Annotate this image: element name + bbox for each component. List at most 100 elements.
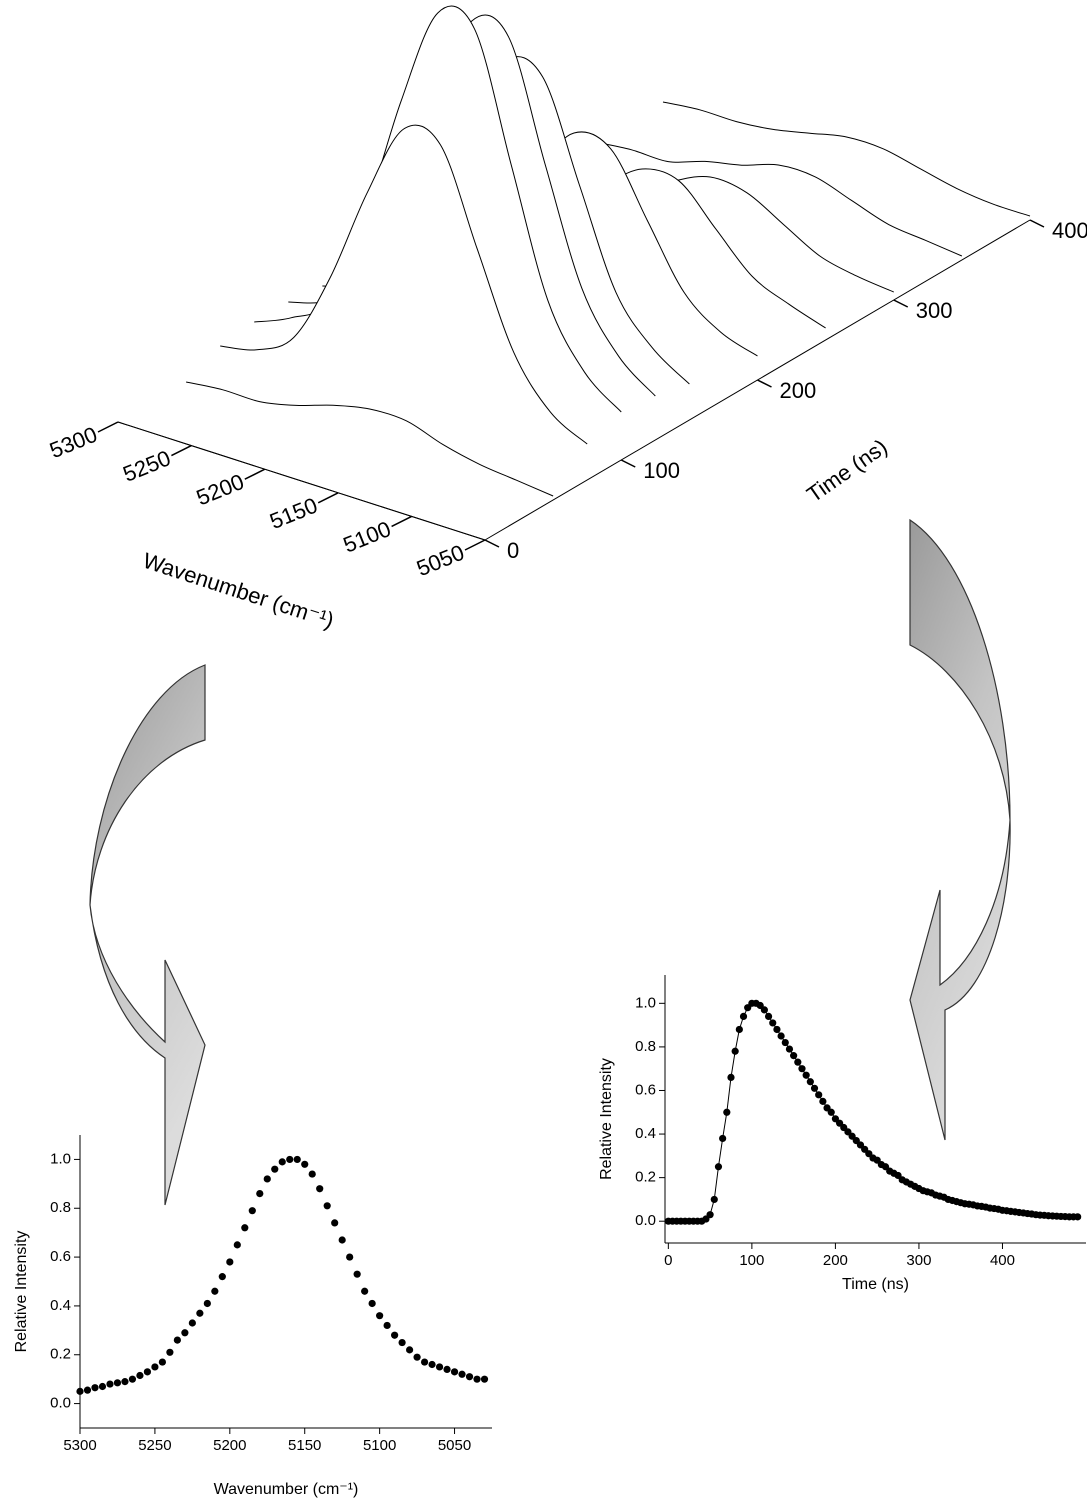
point: [480, 1375, 489, 1383]
scatter-plot: 0 100 200 300 400 0.0 0.2 0.4 0.6 0.8 1.0 Time (ns)…: [598, 975, 1086, 1293]
point: [443, 1365, 451, 1373]
y-tick-label: 1.0: [635, 994, 656, 1011]
point: [794, 1058, 802, 1066]
point: [727, 1073, 735, 1082]
point: [248, 1207, 256, 1215]
x-axis: [117, 421, 486, 541]
y-tick: [620, 459, 636, 468]
point: [308, 1170, 316, 1178]
x-tick-label: 0: [664, 1252, 672, 1269]
point: [391, 1331, 399, 1339]
point: [188, 1319, 196, 1327]
x-tick-label: 5300: [63, 1437, 96, 1454]
x-tick-label: 5050: [438, 1437, 471, 1454]
y-tick-label: 0.6: [50, 1248, 71, 1265]
x-tick-label: 5100: [363, 1437, 396, 1454]
y-tick-label: 0.6: [635, 1081, 656, 1098]
point: [760, 1006, 769, 1014]
point: [819, 1097, 827, 1105]
trace: [662, 101, 1031, 217]
x-tick-label: 5250: [119, 445, 174, 487]
x-tick: [317, 492, 339, 504]
point: [113, 1379, 122, 1387]
point: [331, 1219, 339, 1227]
y-axis-label: Time (ns): [802, 434, 892, 507]
y-tick-label: 0.4: [635, 1125, 656, 1142]
y-tick-label: 100: [643, 458, 680, 483]
point: [450, 1368, 459, 1376]
point: [196, 1309, 204, 1317]
y-tick-label: 300: [916, 298, 953, 323]
point: [735, 1025, 743, 1034]
x-tick-label: 5200: [213, 1437, 246, 1454]
point: [263, 1175, 271, 1183]
x-axis-label: Time (ns): [842, 1276, 909, 1293]
point: [810, 1084, 819, 1092]
point: [173, 1336, 181, 1344]
x-tick-label: 100: [739, 1252, 764, 1269]
point: [714, 1163, 723, 1171]
point: [361, 1287, 369, 1295]
point: [781, 1038, 789, 1047]
point: [706, 1211, 714, 1219]
point: [233, 1241, 241, 1249]
point: [338, 1236, 346, 1244]
point: [353, 1270, 361, 1278]
point: [181, 1329, 189, 1337]
point: [293, 1155, 301, 1164]
y-tick: [757, 379, 772, 388]
point: [316, 1185, 324, 1193]
x-tick-label: 200: [823, 1252, 848, 1269]
trace: [220, 124, 588, 445]
point: [323, 1202, 331, 1210]
point: [773, 1025, 781, 1034]
point: [166, 1348, 174, 1356]
point: [777, 1032, 785, 1040]
point: [764, 1012, 773, 1020]
point: [798, 1065, 806, 1073]
x-tick: [97, 421, 119, 433]
y-tick-label: 0.8: [635, 1038, 656, 1055]
point: [398, 1338, 406, 1347]
point: [368, 1299, 376, 1308]
trace-fill: [663, 102, 1030, 220]
point: [806, 1078, 814, 1086]
point: [203, 1299, 211, 1308]
point: [128, 1375, 137, 1383]
y-tick-label: 400: [1052, 218, 1087, 243]
y-tick-label: 0: [507, 538, 519, 563]
y-axis-label: Relative Intensity: [598, 1058, 615, 1180]
point: [719, 1134, 727, 1143]
point: [136, 1371, 144, 1380]
y-tick-label: 0.0: [635, 1212, 656, 1229]
trace: [594, 141, 963, 257]
point: [106, 1380, 114, 1388]
right-arrow: [909, 518, 1011, 1141]
point: [827, 1108, 835, 1116]
point: [785, 1045, 794, 1053]
point: [301, 1160, 309, 1168]
point: [790, 1052, 798, 1060]
point: [406, 1346, 414, 1354]
point: [465, 1373, 474, 1381]
x-tick-label: 400: [990, 1252, 1015, 1269]
y-tick-label: 0.2: [50, 1346, 71, 1363]
point: [473, 1375, 481, 1383]
x-tick-label: 5150: [266, 492, 321, 534]
point: [723, 1108, 731, 1116]
x-tick-label: 300: [906, 1252, 931, 1269]
y-tick: [1029, 219, 1045, 228]
trace: [186, 381, 554, 497]
y-tick: [484, 539, 500, 548]
x-tick-label: 5250: [138, 1437, 171, 1454]
point: [346, 1253, 354, 1261]
x-axis-label: Wavenumber (cm⁻¹): [214, 1481, 359, 1498]
point: [815, 1091, 823, 1099]
x-tick-label: 5100: [340, 516, 395, 558]
point: [241, 1224, 249, 1232]
point: [413, 1353, 421, 1361]
point: [83, 1386, 92, 1394]
x-tick-label: 5200: [193, 469, 248, 511]
y-tick-label: 1.0: [50, 1150, 71, 1167]
y-axis-label: Relative Intensity: [13, 1231, 30, 1353]
